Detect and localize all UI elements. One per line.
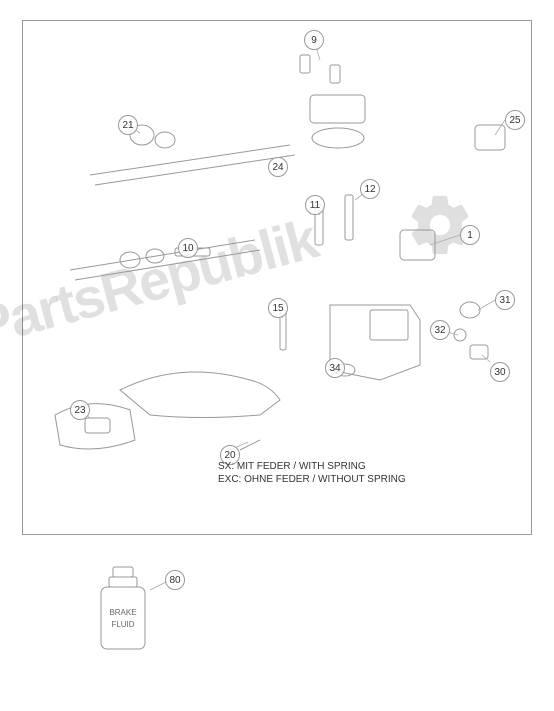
spring-note-line2: EXC: OHNE FEDER / WITHOUT SPRING	[218, 473, 406, 486]
callout-21: 21	[118, 115, 138, 135]
callout-80: 80	[165, 570, 185, 590]
callout-31: 31	[495, 290, 515, 310]
callout-9: 9	[304, 30, 324, 50]
callout-34: 34	[325, 358, 345, 378]
callout-25: 25	[505, 110, 525, 130]
callout-23: 23	[70, 400, 90, 420]
brake-fluid-bottle: BRAKE FLUID	[95, 565, 150, 655]
callout-1: 1	[460, 225, 480, 245]
callout-30: 30	[490, 362, 510, 382]
callout-32: 32	[430, 320, 450, 340]
spring-note: SX: MIT FEDER / WITH SPRING EXC: OHNE FE…	[218, 460, 406, 486]
callout-24: 24	[268, 157, 288, 177]
callout-10: 10	[178, 238, 198, 258]
callout-11: 11	[305, 195, 325, 215]
callout-12: 12	[360, 179, 380, 199]
leader-lines	[0, 0, 554, 711]
spring-note-line1: SX: MIT FEDER / WITH SPRING	[218, 460, 406, 473]
brake-fluid-label-2: FLUID	[111, 620, 134, 629]
brake-fluid-label-1: BRAKE	[109, 608, 136, 617]
callout-15: 15	[268, 298, 288, 318]
